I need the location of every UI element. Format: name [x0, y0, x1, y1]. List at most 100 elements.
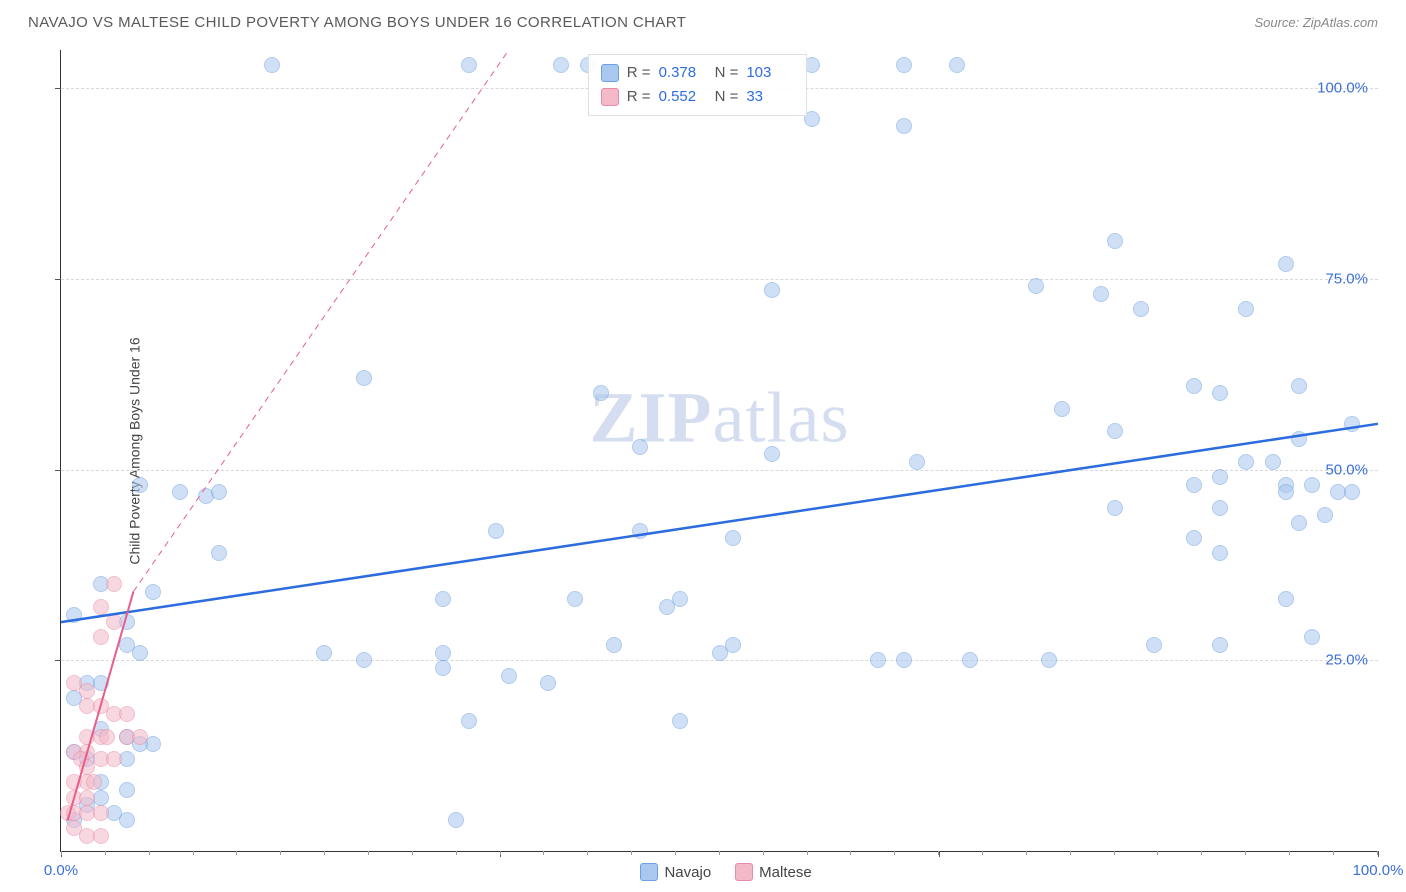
point-navajo: [435, 645, 451, 661]
point-maltese: [106, 751, 122, 767]
point-navajo: [896, 652, 912, 668]
point-navajo: [1278, 256, 1294, 272]
point-navajo: [119, 812, 135, 828]
point-navajo: [1186, 378, 1202, 394]
point-navajo: [1317, 507, 1333, 523]
point-navajo: [1238, 454, 1254, 470]
point-navajo: [1291, 378, 1307, 394]
point-navajo: [1107, 500, 1123, 516]
point-navajo: [211, 484, 227, 500]
point-navajo: [764, 282, 780, 298]
point-maltese: [106, 576, 122, 592]
x-tick-label: 100.0%: [1353, 862, 1404, 879]
point-navajo: [356, 370, 372, 386]
point-maltese: [132, 729, 148, 745]
point-navajo: [1265, 454, 1281, 470]
x-tick-label: 0.0%: [44, 862, 78, 879]
point-navajo: [1304, 477, 1320, 493]
point-maltese: [79, 683, 95, 699]
point-navajo: [1107, 423, 1123, 439]
point-navajo: [356, 652, 372, 668]
point-navajo: [632, 523, 648, 539]
point-navajo: [1291, 431, 1307, 447]
point-navajo: [725, 637, 741, 653]
point-maltese: [93, 599, 109, 615]
point-navajo: [764, 446, 780, 462]
point-navajo: [1212, 637, 1228, 653]
y-tick-label: 25.0%: [1325, 652, 1368, 669]
point-navajo: [1344, 416, 1360, 432]
point-navajo: [448, 812, 464, 828]
point-navajo: [1212, 545, 1228, 561]
y-tick-label: 75.0%: [1325, 270, 1368, 287]
point-navajo: [1186, 477, 1202, 493]
point-navajo: [172, 484, 188, 500]
point-navajo: [1093, 286, 1109, 302]
point-navajo: [540, 675, 556, 691]
point-navajo: [1238, 301, 1254, 317]
point-navajo: [211, 545, 227, 561]
point-navajo: [1278, 591, 1294, 607]
point-navajo: [896, 118, 912, 134]
point-navajo: [501, 668, 517, 684]
point-navajo: [632, 439, 648, 455]
swatch-maltese-icon: [735, 863, 753, 881]
point-maltese: [93, 828, 109, 844]
point-navajo: [1146, 637, 1162, 653]
bottom-legend: Navajo Maltese: [640, 863, 811, 881]
point-navajo: [1212, 500, 1228, 516]
point-navajo: [672, 713, 688, 729]
point-navajo: [316, 645, 332, 661]
point-navajo: [1212, 385, 1228, 401]
point-navajo: [461, 713, 477, 729]
swatch-maltese: [601, 88, 619, 106]
point-maltese: [119, 706, 135, 722]
point-navajo: [1304, 629, 1320, 645]
point-navajo: [264, 57, 280, 73]
point-navajo: [435, 591, 451, 607]
point-maltese: [93, 805, 109, 821]
point-navajo: [435, 660, 451, 676]
point-navajo: [1291, 515, 1307, 531]
legend-item-navajo: Navajo: [640, 863, 711, 881]
point-maltese: [99, 729, 115, 745]
stats-row-navajo: R = 0.378 N = 103: [601, 61, 795, 85]
point-navajo: [119, 782, 135, 798]
chart-title: NAVAJO VS MALTESE CHILD POVERTY AMONG BO…: [28, 14, 686, 31]
point-navajo: [909, 454, 925, 470]
point-maltese: [106, 614, 122, 630]
point-navajo: [725, 530, 741, 546]
point-navajo: [145, 584, 161, 600]
point-navajo: [1278, 484, 1294, 500]
point-navajo: [1186, 530, 1202, 546]
source-attribution: Source: ZipAtlas.com: [1254, 15, 1378, 30]
plot-area: Child Poverty Among Boys Under 16 ZIPatl…: [60, 50, 1378, 852]
point-navajo: [1054, 401, 1070, 417]
point-navajo: [870, 652, 886, 668]
point-navajo: [488, 523, 504, 539]
stats-legend: R = 0.378 N = 103 R = 0.552 N = 33: [588, 54, 808, 116]
point-navajo: [962, 652, 978, 668]
point-navajo: [672, 591, 688, 607]
y-tick-label: 100.0%: [1317, 80, 1368, 97]
point-navajo: [606, 637, 622, 653]
point-navajo: [461, 57, 477, 73]
point-navajo: [66, 607, 82, 623]
point-navajo: [567, 591, 583, 607]
y-tick-label: 50.0%: [1325, 461, 1368, 478]
point-maltese: [93, 629, 109, 645]
point-maltese: [79, 790, 95, 806]
point-navajo: [896, 57, 912, 73]
point-navajo: [1028, 278, 1044, 294]
point-navajo: [1041, 652, 1057, 668]
swatch-navajo-icon: [640, 863, 658, 881]
swatch-navajo: [601, 64, 619, 82]
point-navajo: [593, 385, 609, 401]
point-navajo: [132, 645, 148, 661]
point-navajo: [1212, 469, 1228, 485]
point-navajo: [132, 477, 148, 493]
point-navajo: [1344, 484, 1360, 500]
legend-item-maltese: Maltese: [735, 863, 812, 881]
stats-row-maltese: R = 0.552 N = 33: [601, 85, 795, 109]
point-navajo: [949, 57, 965, 73]
